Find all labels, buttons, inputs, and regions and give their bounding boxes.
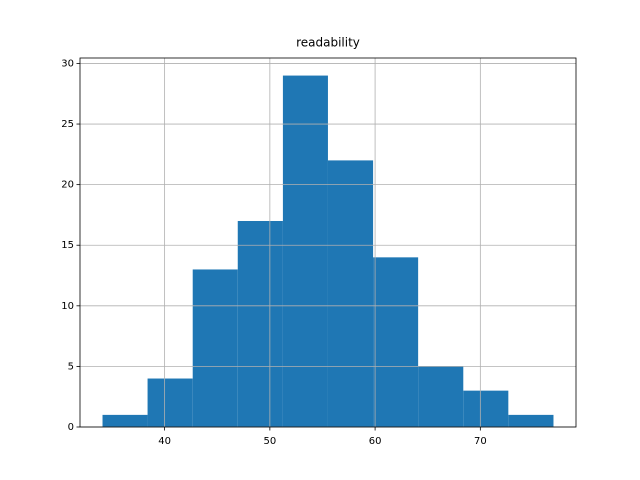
x-tick-label: 60 — [369, 436, 382, 447]
y-tick-label: 15 — [61, 240, 74, 251]
bar — [192, 269, 238, 427]
bar — [282, 75, 328, 428]
y-tick-label: 30 — [61, 58, 74, 69]
x-tick-label: 50 — [263, 436, 276, 447]
y-tick-label: 10 — [61, 301, 74, 312]
bar — [327, 160, 374, 427]
bar — [147, 378, 193, 427]
bar — [373, 257, 419, 427]
bar — [102, 414, 148, 427]
plot-frame — [79, 57, 577, 428]
bar — [418, 366, 464, 427]
bar — [237, 220, 283, 427]
bar — [508, 414, 554, 427]
y-tick-label: 20 — [61, 180, 74, 191]
x-tick-label: 40 — [158, 436, 171, 447]
x-tick-label: 70 — [474, 436, 487, 447]
y-tick-label: 5 — [68, 361, 74, 372]
chart-title: readability — [296, 36, 360, 50]
y-tick-label: 25 — [61, 119, 74, 130]
bar — [463, 390, 509, 427]
y-tick-label: 0 — [68, 422, 74, 433]
